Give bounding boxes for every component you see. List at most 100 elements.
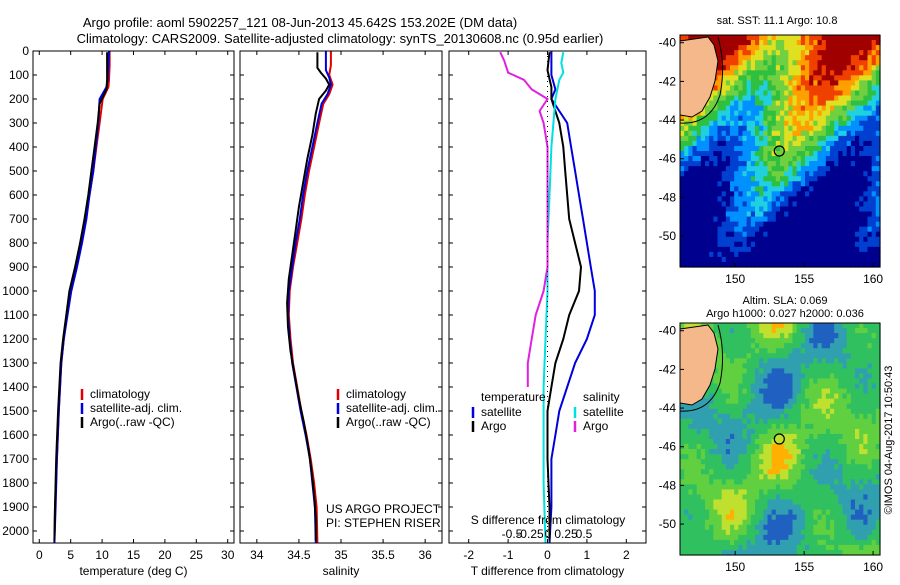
map-cell — [750, 145, 756, 152]
map-cell — [738, 231, 744, 238]
map-cell — [871, 196, 877, 203]
map-cell — [850, 95, 856, 102]
map-cell — [825, 166, 831, 172]
map-cell — [717, 398, 723, 405]
map-cell — [705, 454, 710, 460]
map-cell — [817, 135, 823, 142]
map-cell — [746, 509, 752, 516]
map-cell — [788, 383, 794, 390]
map-cell — [775, 413, 781, 420]
map-cell — [788, 45, 794, 51]
map-cell — [717, 161, 723, 167]
map-cell — [784, 125, 789, 132]
map-cell — [684, 433, 689, 440]
map-cell — [784, 216, 789, 223]
map-cell — [721, 45, 727, 51]
map-cell — [692, 413, 698, 420]
map-cell — [709, 211, 714, 218]
map-cell — [805, 323, 810, 329]
map-cell — [688, 524, 694, 531]
map-cell — [705, 504, 710, 511]
map-cell — [717, 403, 723, 410]
map-cell — [680, 454, 685, 460]
map-cell — [846, 171, 852, 177]
map-cell — [717, 196, 723, 203]
map-cell — [788, 398, 794, 405]
map-cell — [805, 433, 810, 440]
map-cell — [717, 469, 723, 475]
map-cell — [842, 186, 848, 192]
map-cell — [834, 125, 839, 132]
map-cell — [725, 378, 731, 385]
map-cell — [721, 40, 727, 46]
map-cell — [759, 418, 764, 425]
map-cell — [834, 50, 839, 56]
map-cell — [684, 539, 689, 546]
map-cell — [775, 504, 781, 511]
map-cell — [746, 196, 752, 203]
map-cell — [809, 378, 814, 385]
map-cell — [717, 484, 723, 491]
map-cell — [713, 231, 719, 238]
map-cell — [825, 449, 831, 455]
pi-annotation: PI: STEPHEN RISER — [326, 516, 441, 530]
map-cell — [700, 156, 706, 162]
map-cell — [821, 80, 827, 87]
map-cell — [696, 504, 702, 511]
map-cell — [788, 388, 794, 395]
map-cell — [846, 135, 852, 142]
bathymetry-contour — [679, 36, 724, 124]
map-cell — [855, 231, 860, 238]
map-cell — [717, 191, 723, 197]
map-cell — [846, 256, 852, 263]
map-cell — [780, 110, 785, 117]
map-cell — [717, 373, 723, 380]
map-cell — [750, 216, 756, 223]
map-cell — [734, 171, 739, 177]
map-cell — [788, 181, 794, 187]
map-cell — [721, 70, 727, 76]
map-cell — [792, 534, 798, 541]
map-cell — [855, 368, 860, 375]
map-cell — [863, 353, 869, 359]
map-cell — [771, 151, 777, 157]
map-cell — [813, 333, 819, 339]
legend-label: climatology — [346, 387, 406, 401]
map-cell — [850, 444, 856, 450]
map-cell — [759, 504, 764, 511]
map-cell — [750, 504, 756, 511]
map-cell — [817, 433, 823, 440]
map-cell — [846, 50, 852, 56]
map-cell — [813, 423, 819, 430]
map-cell — [746, 80, 752, 87]
map-cell — [788, 343, 794, 349]
map-cell — [775, 55, 781, 61]
map-cell — [788, 65, 794, 71]
map-cell — [713, 105, 719, 112]
map-cell — [780, 418, 785, 425]
map-cell — [817, 474, 823, 480]
map-cell — [817, 428, 823, 435]
map-cell — [725, 408, 731, 415]
y-tick-label: 100 — [9, 68, 29, 82]
map-cell — [746, 85, 752, 92]
map-cell — [867, 166, 873, 172]
map-cell — [759, 135, 764, 142]
map-cell — [705, 125, 710, 132]
map-cell — [780, 231, 785, 238]
map-cell — [855, 484, 860, 491]
map-cell — [784, 504, 789, 511]
map-cell — [800, 120, 806, 127]
y-tick-label: 2000 — [2, 524, 29, 538]
map-cell — [688, 166, 694, 172]
map-cell — [813, 70, 819, 76]
map-cell — [746, 40, 752, 46]
map-cell — [834, 90, 839, 97]
map-cell — [746, 388, 752, 395]
map-cell — [780, 75, 785, 81]
map-cell — [788, 211, 794, 218]
map-cell — [830, 549, 835, 556]
map-cell — [850, 145, 856, 152]
map-cell — [842, 45, 848, 51]
